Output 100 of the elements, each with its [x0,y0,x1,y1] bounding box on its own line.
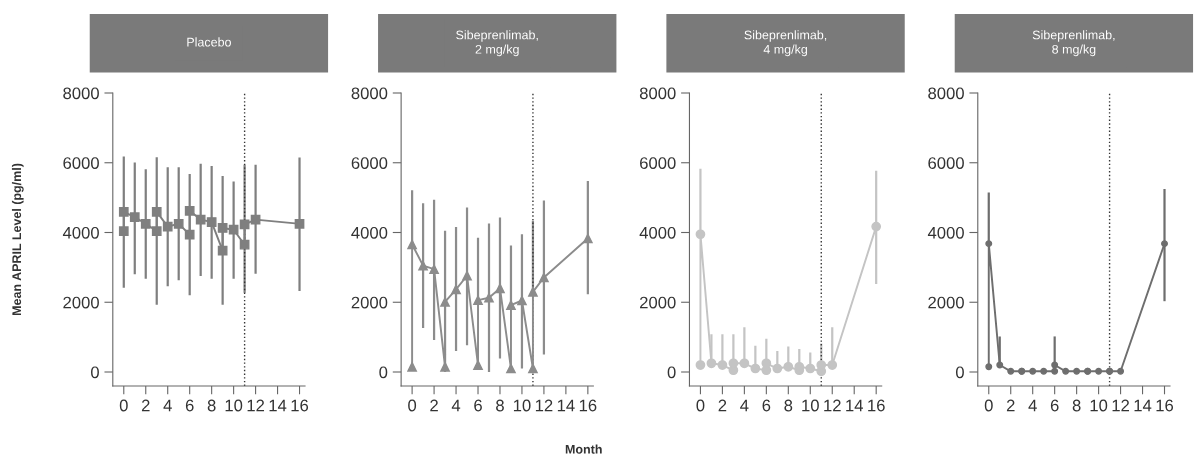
point [985,240,993,248]
x-tick-label: 2 [141,399,150,412]
x-tick-label: 0 [119,399,128,412]
x-tick-label: 4 [163,399,172,412]
chart-title: Sibeprenlimab, 8 mg/kg [1032,30,1115,57]
x-tick-label: 0 [408,399,417,412]
point [706,358,717,369]
x-tick-label: 8 [496,399,504,412]
point [217,223,228,233]
x-tick-label: 4 [1028,399,1037,412]
point [1051,367,1059,375]
point [239,239,250,250]
y-tick-label: 0 [955,366,964,379]
x-tick-label: 4 [451,399,461,412]
point [717,360,728,370]
x-tick-label: 8 [1072,399,1081,412]
point [495,283,505,294]
y-tick-label: 8000 [351,87,388,100]
point [805,363,816,374]
x-tick-label: 16 [291,399,309,412]
x-tick-label: 0 [696,399,705,412]
x-tick-label: 8 [784,399,793,412]
x-tick-label: 14 [1134,399,1152,412]
point [118,207,129,217]
point [184,206,195,216]
point [695,360,706,370]
x-tick-label: 10 [802,399,819,412]
x-tick-label: 12 [824,399,841,412]
point [506,363,516,374]
point [195,214,206,225]
point [783,361,794,372]
y-tick-label: 2000 [640,296,676,309]
x-tick-label: 14 [846,399,863,412]
y-tick-label: 0 [379,366,388,379]
y-tick-label: 4000 [351,226,388,239]
y-tick-label: 8000 [63,87,99,100]
point [184,229,195,240]
x-tick-label: 10 [513,399,531,412]
point [206,217,217,227]
point [996,361,1004,369]
x-tick-label: 2 [718,399,727,412]
point [750,363,761,374]
y-tick-label: 4000 [927,226,964,239]
point [772,363,783,374]
y-tick-label: 0 [667,366,676,379]
x-axis-title: Month [565,444,602,454]
point [1095,367,1103,375]
x-tick-label: 6 [762,399,771,412]
x-tick-label: 0 [984,399,993,412]
point [985,363,993,371]
y-tick-label: 8000 [928,87,964,100]
point [1040,367,1048,375]
x-tick-label: 6 [1050,399,1059,412]
x-tick-label: 10 [225,399,243,412]
x-tick-label: 2 [1006,399,1015,412]
point [1161,240,1168,248]
point [1029,367,1037,375]
y-tick-label: 6000 [351,157,388,169]
point [228,224,239,235]
x-tick-label: 6 [185,399,194,412]
y-tick-label: 2000 [63,296,99,309]
x-tick-label: 8 [207,399,216,412]
chart-title: Sibeprenlimab, 4 mg/kg [744,30,827,57]
chart-title: Placebo [187,37,231,47]
point [162,221,173,232]
x-tick-label: 12 [247,399,265,412]
point [151,226,162,236]
y-axis-title: Mean APRIL Level (pg/ml) [11,163,24,316]
point [440,297,450,307]
point [1007,367,1015,375]
point [739,358,750,369]
y-tick-label: 6000 [640,157,676,169]
point [827,360,838,370]
x-tick-label: 14 [269,399,287,412]
point [473,295,483,306]
y-tick-label: 6000 [928,157,964,169]
point [140,218,151,229]
x-tick-label: 14 [557,399,575,412]
point [129,212,140,223]
point [695,229,706,240]
point [506,300,516,310]
y-tick-label: 2000 [928,296,964,309]
point [429,264,439,274]
x-tick-label: 4 [740,399,749,412]
x-tick-label: 16 [868,399,885,412]
x-tick-label: 6 [474,399,482,412]
x-tick-label: 12 [1112,399,1130,412]
y-tick-label: 2000 [351,296,388,309]
point [151,207,162,217]
x-tick-label: 16 [1156,399,1174,412]
y-tick-label: 4000 [62,226,99,239]
point [1117,367,1125,375]
y-tick-label: 4000 [639,226,676,239]
point [1073,367,1081,375]
point [1051,361,1059,369]
y-tick-label: 8000 [639,87,676,100]
y-tick-label: 6000 [63,157,99,169]
point [118,226,129,236]
point [407,361,417,372]
x-tick-label: 2 [430,399,438,412]
